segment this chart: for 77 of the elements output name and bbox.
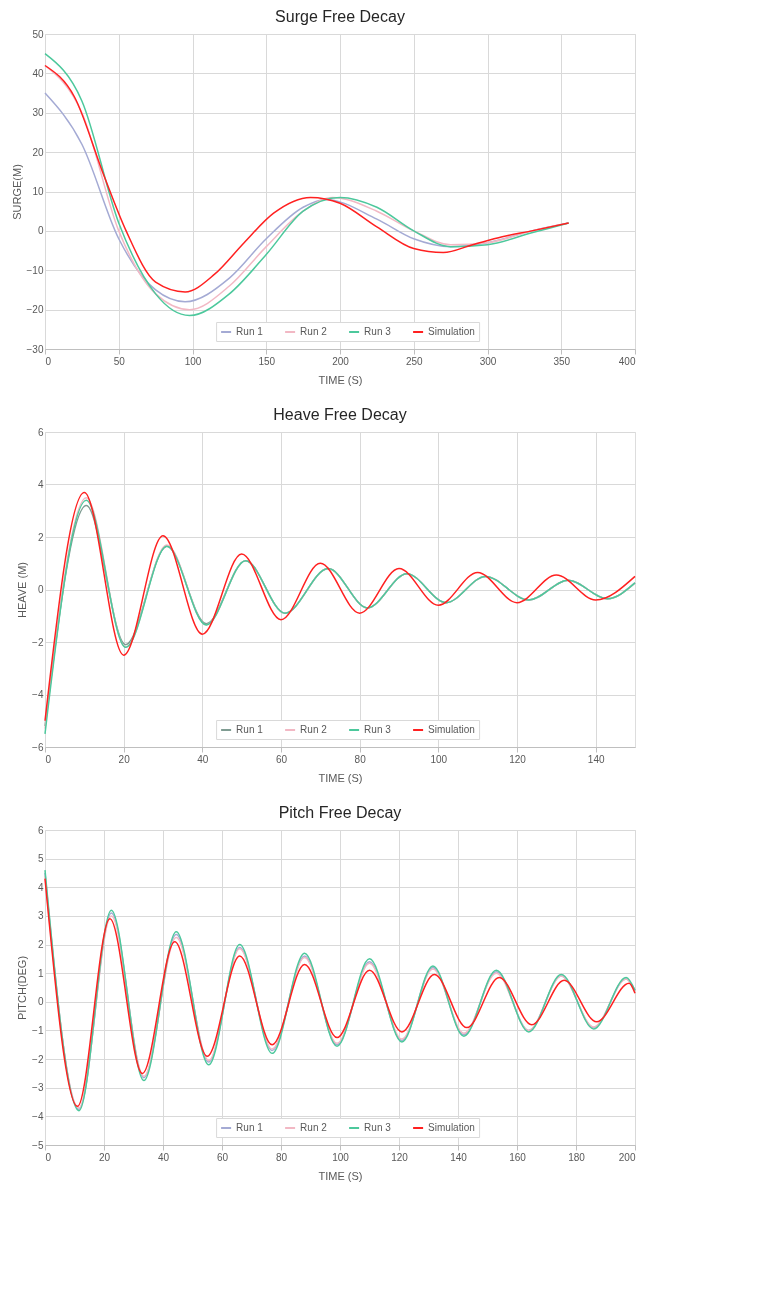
y-tick-label: 30 (32, 107, 44, 119)
legend-label: Run 2 (300, 326, 328, 337)
chart-title: Pitch Free Decay (278, 804, 402, 821)
x-tick-label: 350 (553, 355, 571, 367)
legend-label: Run 1 (236, 724, 264, 735)
x-tick-label: 0 (45, 1151, 52, 1163)
x-tick-label: 0 (45, 355, 52, 367)
legend-label: Run 2 (300, 1122, 328, 1133)
y-tick-label: 5 (37, 853, 44, 865)
x-tick-label: 0 (45, 753, 52, 765)
x-tick-label: 80 (354, 753, 367, 765)
y-tick-label: −6 (32, 741, 44, 753)
x-tick-label: 100 (184, 355, 202, 367)
legend-label: Simulation (428, 1122, 475, 1133)
y-tick-label: 0 (37, 584, 44, 595)
y-tick-label: 6 (37, 824, 44, 836)
y-tick-label: 1 (37, 967, 44, 979)
legend-label: Simulation (428, 326, 475, 337)
y-tick-label: −20 (26, 304, 44, 316)
y-tick-label: 50 (32, 28, 44, 40)
y-tick-label: −2 (32, 1053, 44, 1065)
y-tick-label: −3 (32, 1082, 44, 1094)
y-tick-label: −4 (32, 1110, 44, 1122)
x-tick-label: 120 (391, 1151, 409, 1163)
chart-title: Heave Free Decay (273, 406, 407, 423)
x-tick-label: 140 (450, 1151, 468, 1163)
x-tick-label: 250 (405, 355, 424, 367)
x-tick-label: 180 (568, 1151, 586, 1163)
y-tick-label: −2 (32, 636, 44, 648)
legend-label: Run 3 (364, 724, 392, 735)
y-tick-label: 4 (37, 881, 44, 893)
x-tick-label: 60 (216, 1151, 229, 1163)
legend-label: Run 1 (236, 326, 264, 337)
x-tick-label: 200 (618, 1151, 636, 1163)
x-tick-label: 20 (98, 1151, 111, 1163)
y-tick-label: 4 (37, 479, 44, 490)
x-axis-title: TIME (S) (318, 771, 363, 784)
y-tick-label: 6 (37, 426, 44, 438)
x-tick-label: 200 (332, 355, 350, 367)
y-tick-label: 20 (32, 146, 44, 158)
legend-label: Run 1 (236, 1122, 264, 1133)
x-tick-label: 50 (113, 355, 126, 367)
y-axis-title: PITCH(DEG) (16, 955, 29, 1021)
x-tick-label: 80 (275, 1151, 288, 1163)
y-tick-label: 0 (37, 225, 44, 237)
x-axis-title: TIME (S) (318, 1169, 363, 1182)
x-tick-label: 150 (258, 355, 276, 367)
legend-label: Run 3 (364, 1122, 392, 1133)
y-tick-label: 40 (32, 67, 44, 79)
y-tick-label: 10 (32, 186, 44, 197)
y-tick-label: −30 (26, 343, 44, 355)
x-tick-label: 400 (618, 355, 636, 367)
x-tick-label: 300 (479, 355, 497, 367)
y-tick-label: 2 (37, 531, 44, 543)
legend-label: Run 3 (364, 326, 392, 337)
y-tick-label: 0 (37, 996, 44, 1008)
x-tick-label: 20 (118, 753, 131, 765)
y-axis-title: HEAVE (M) (16, 561, 29, 619)
y-tick-label: −4 (32, 689, 44, 700)
x-tick-label: 100 (332, 1151, 350, 1163)
y-tick-label: 3 (37, 910, 44, 922)
y-tick-label: −5 (32, 1139, 44, 1151)
x-axis-title: TIME (S) (318, 373, 363, 386)
legend-label: Run 2 (300, 724, 328, 735)
y-tick-label: −10 (26, 264, 44, 276)
y-axis-title: SURGE(M) (10, 164, 23, 220)
x-tick-label: 60 (275, 753, 288, 765)
x-tick-label: 120 (509, 753, 527, 765)
x-tick-label: 160 (509, 1151, 527, 1163)
x-tick-label: 40 (197, 753, 209, 765)
chart-title: Surge Free Decay (275, 8, 405, 25)
x-tick-label: 40 (157, 1151, 170, 1163)
x-tick-label: 100 (430, 753, 448, 765)
y-tick-label: −1 (32, 1024, 44, 1036)
legend-label: Simulation (428, 724, 475, 735)
x-tick-label: 140 (587, 753, 605, 765)
y-tick-label: 2 (37, 939, 44, 951)
